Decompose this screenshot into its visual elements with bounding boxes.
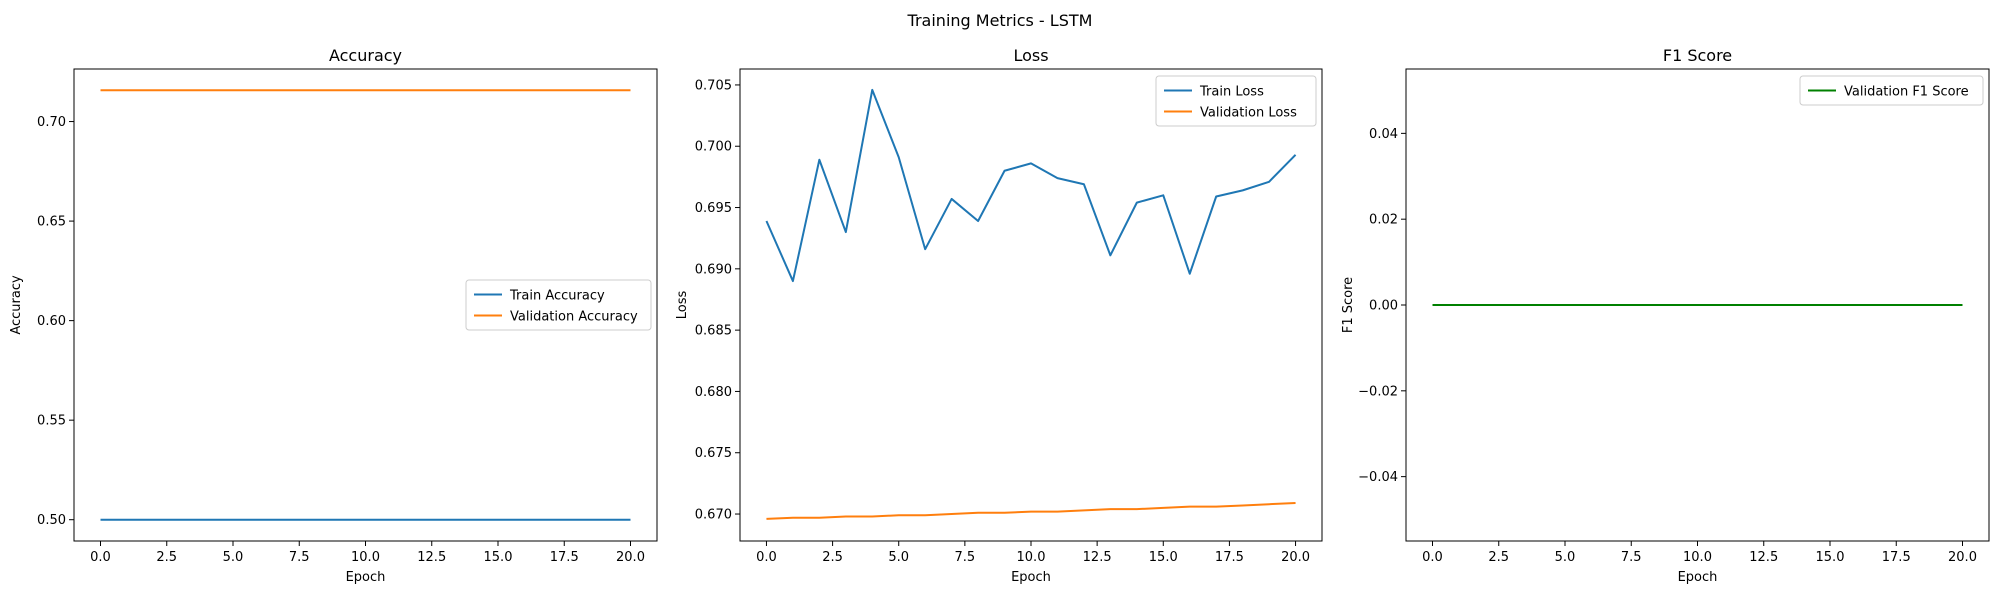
y-tick-label: 0.50 xyxy=(37,513,66,528)
legend-box xyxy=(1155,75,1317,127)
y-tick-label: 0.680 xyxy=(695,385,732,400)
x-tick-label: 7.5 xyxy=(1621,550,1642,565)
x-tick-label: 12.5 xyxy=(417,550,446,565)
axes-frame xyxy=(739,68,1323,542)
legend: Validation F1 Score xyxy=(1799,75,1984,106)
legend-label: Validation Accuracy xyxy=(510,310,638,325)
figure-title: Training Metrics - LSTM xyxy=(907,11,1093,30)
y-tick-label: 0.04 xyxy=(1369,127,1398,142)
x-axis-label: Epoch xyxy=(1678,570,1718,585)
y-tick-label: 0.685 xyxy=(695,324,732,339)
subplot-1: Accuracy 0.0 2.5 5.0 7.5 10.0 12.5 15.0 17.5 20.0… xyxy=(9,46,658,585)
x-tick-label: 2.5 xyxy=(1488,550,1509,565)
legend-label: Validation F1 Score xyxy=(1844,85,1969,100)
y-tick-label: 0.695 xyxy=(695,201,732,216)
x-axis-label: Epoch xyxy=(1011,570,1051,585)
x-tick-label: 20.0 xyxy=(1948,550,1977,565)
x-tick-label: 10.0 xyxy=(1017,550,1046,565)
subplot-3: F1 Score 0.0 2.5 5.0 7.5 10.0 12.5 15.0 17.5 20.0… xyxy=(1341,46,1990,585)
subplot-title: F1 Score xyxy=(1663,46,1732,65)
legend-box xyxy=(465,279,652,331)
x-tick-label: 5.0 xyxy=(223,550,244,565)
y-tick-label: 0.55 xyxy=(37,414,66,429)
x-tick-label: 0.0 xyxy=(1422,550,1443,565)
x-tick-label: 17.5 xyxy=(550,550,579,565)
legend: Train Accuracy Validation Accuracy xyxy=(465,279,652,331)
legend-label: Train Loss xyxy=(1199,85,1264,100)
x-tick-label: 15.0 xyxy=(1816,550,1845,565)
x-tick-label: 12.5 xyxy=(1083,550,1112,565)
y-tick-label: 0.700 xyxy=(695,140,732,155)
x-tick-label: 7.5 xyxy=(289,550,310,565)
legend-label: Validation Loss xyxy=(1200,106,1297,121)
x-tick-label: 7.5 xyxy=(955,550,976,565)
y-tick-label: −0.04 xyxy=(1358,470,1398,485)
y-tick-label: −0.02 xyxy=(1358,384,1398,399)
x-tick-label: 2.5 xyxy=(156,550,177,565)
y-tick-label: 0.00 xyxy=(1369,299,1398,314)
x-tick-label: 12.5 xyxy=(1749,550,1778,565)
subplot-title: Loss xyxy=(1013,46,1048,65)
x-tick-label: 17.5 xyxy=(1882,550,1911,565)
y-axis-label: F1 Score xyxy=(1341,277,1356,333)
x-tick-label: 5.0 xyxy=(1555,550,1576,565)
y-tick-label: 0.60 xyxy=(37,314,66,329)
y-tick-label: 0.70 xyxy=(37,115,66,130)
legend-box xyxy=(1799,75,1984,106)
y-tick-label: 0.670 xyxy=(695,508,732,523)
x-tick-label: 2.5 xyxy=(822,550,843,565)
x-tick-label: 17.5 xyxy=(1215,550,1244,565)
y-tick-label: 0.02 xyxy=(1369,213,1398,228)
y-tick-label: 0.675 xyxy=(695,446,732,461)
x-tick-label: 10.0 xyxy=(351,550,380,565)
subplot-title: Accuracy xyxy=(329,46,402,65)
x-tick-label: 15.0 xyxy=(1149,550,1178,565)
x-tick-label: 20.0 xyxy=(616,550,645,565)
x-tick-label: 15.0 xyxy=(484,550,513,565)
x-tick-label: 0.0 xyxy=(90,550,111,565)
x-tick-label: 5.0 xyxy=(888,550,909,565)
y-tick-label: 0.690 xyxy=(695,262,732,277)
y-tick-label: 0.705 xyxy=(695,78,732,93)
y-axis-label: Accuracy xyxy=(9,275,24,335)
subplot-2: Loss 0.0 2.5 5.0 7.5 10.0 12.5 15.0 17.5 20.0 0.67… xyxy=(675,46,1323,585)
series-line xyxy=(765,88,1297,283)
series-line xyxy=(766,501,1296,520)
legend: Train Loss Validation Loss xyxy=(1155,75,1317,127)
y-tick-label: 0.65 xyxy=(37,215,66,230)
x-axis-label: Epoch xyxy=(346,570,386,585)
x-tick-label: 20.0 xyxy=(1281,550,1310,565)
x-tick-label: 0.0 xyxy=(756,550,777,565)
y-axis-label: Loss xyxy=(675,291,690,320)
x-tick-label: 10.0 xyxy=(1683,550,1712,565)
legend-label: Train Accuracy xyxy=(509,289,605,304)
